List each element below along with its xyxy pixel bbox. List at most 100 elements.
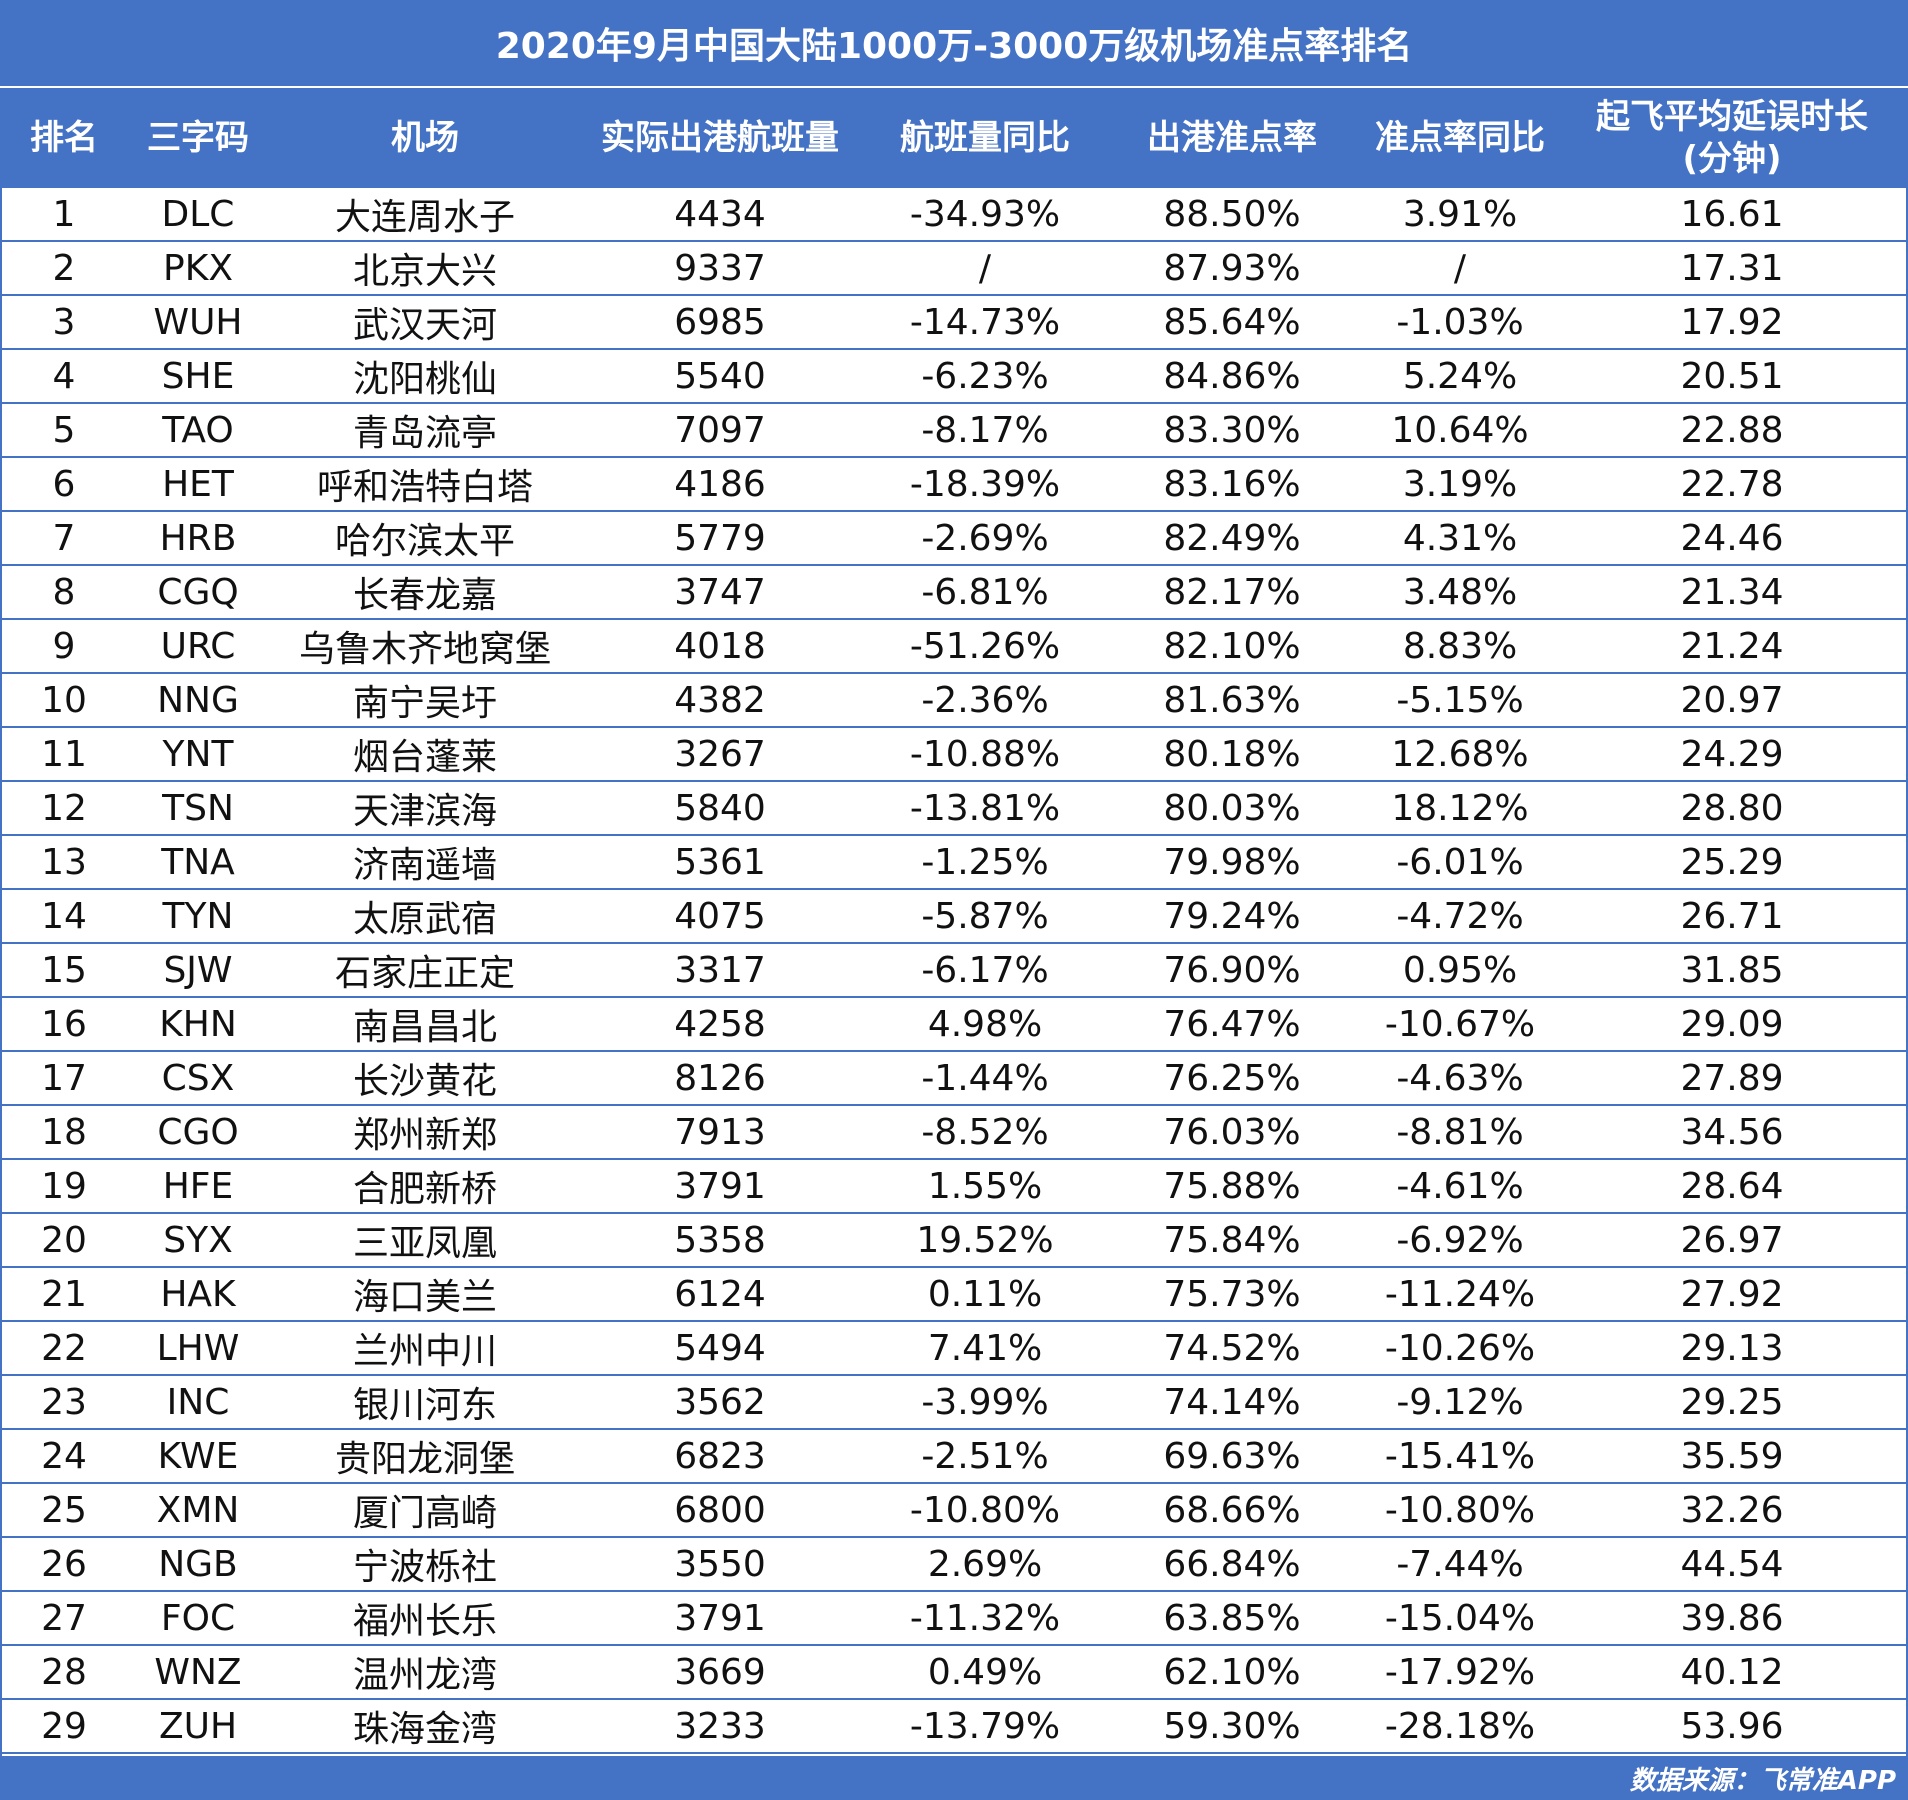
cell-avg-delay: 44.54 — [1680, 1543, 1784, 1585]
cell-avg-delay: 26.97 — [1680, 1219, 1784, 1261]
cell-airport: 长春龙嘉 — [352, 575, 497, 616]
cell-iata-code: WUH — [153, 301, 243, 343]
table-row: 14 TYN 太原武宿 4075 -5.87% 79.24% -4.72% 26.71 — [0, 890, 1908, 944]
table-row: 8 CGQ 长春龙嘉 3747 -6.81% 82.17% 3.48% 21.34 — [0, 566, 1908, 620]
cell-departures-yoy: -2.51% — [921, 1435, 1049, 1477]
table-row: 20 SYX 三亚凤凰 5358 19.52% 75.84% -6.92% 26.97 — [0, 1214, 1908, 1268]
cell-rank: 12 — [41, 787, 87, 829]
table-row: 4 SHE 沈阳桃仙 5540 -6.23% 84.86% 5.24% 20.51 — [0, 350, 1908, 404]
header-ontime-rate: 出港准点率 — [1147, 117, 1317, 158]
cell-airport: 福州长乐 — [352, 1601, 497, 1642]
cell-departures: 3317 — [674, 949, 766, 991]
cell-departures-yoy: -1.44% — [921, 1057, 1049, 1099]
cell-ontime-yoy: 4.31% — [1402, 517, 1518, 559]
cell-iata-code: CGQ — [157, 571, 239, 613]
cell-rank: 7 — [52, 517, 76, 559]
cell-avg-delay: 31.85 — [1680, 949, 1784, 991]
cell-iata-code: TSN — [162, 787, 234, 829]
table-row: 24 KWE 贵阳龙洞堡 6823 -2.51% 69.63% -15.41% 35.59 — [0, 1430, 1908, 1484]
cell-departures: 5840 — [674, 787, 766, 829]
table-row: 18 CGO 郑州新郑 7913 -8.52% 76.03% -8.81% 34.56 — [0, 1106, 1908, 1160]
cell-ontime-rate: 80.18% — [1163, 733, 1301, 775]
table-border-right — [1906, 88, 1908, 1756]
cell-avg-delay: 29.13 — [1680, 1327, 1784, 1369]
cell-departures-yoy: / — [978, 247, 992, 289]
cell-ontime-yoy: 10.64% — [1391, 409, 1529, 451]
cell-ontime-yoy: -6.92% — [1396, 1219, 1524, 1261]
cell-iata-code: SJW — [163, 949, 233, 991]
header-avg-delay-line2: (分钟) — [1682, 139, 1782, 179]
cell-airport: 乌鲁木齐地窝堡 — [298, 629, 551, 670]
cell-iata-code: NGB — [158, 1543, 238, 1585]
header-airport: 机场 — [391, 117, 459, 158]
cell-avg-delay: 35.59 — [1680, 1435, 1784, 1477]
cell-departures-yoy: 19.52% — [916, 1219, 1054, 1261]
cell-avg-delay: 22.78 — [1680, 463, 1784, 505]
table-row: 17 CSX 长沙黄花 8126 -1.44% 76.25% -4.63% 27.89 — [0, 1052, 1908, 1106]
cell-avg-delay: 24.46 — [1680, 517, 1784, 559]
cell-departures-yoy: -51.26% — [909, 625, 1061, 667]
cell-ontime-rate: 76.90% — [1163, 949, 1301, 991]
cell-rank: 19 — [41, 1165, 87, 1207]
cell-avg-delay: 22.88 — [1680, 409, 1784, 451]
cell-rank: 29 — [41, 1705, 87, 1747]
table-title: 2020年9月中国大陆1000万-3000万级机场准点率排名 — [0, 0, 1908, 88]
cell-rank: 20 — [41, 1219, 87, 1261]
cell-departures-yoy: -6.81% — [921, 571, 1049, 613]
cell-iata-code: TYN — [162, 895, 234, 937]
cell-iata-code: KWE — [157, 1435, 239, 1477]
cell-departures-yoy: 4.98% — [927, 1003, 1043, 1045]
cell-ontime-rate: 82.10% — [1163, 625, 1301, 667]
cell-ontime-yoy: 0.95% — [1402, 949, 1518, 991]
cell-iata-code: HET — [162, 463, 234, 505]
cell-iata-code: HFE — [162, 1165, 234, 1207]
cell-ontime-rate: 62.10% — [1163, 1651, 1301, 1693]
cell-airport: 兰州中川 — [352, 1331, 497, 1372]
cell-ontime-yoy: -7.44% — [1396, 1543, 1524, 1585]
table-row: 12 TSN 天津滨海 5840 -13.81% 80.03% 18.12% 28.80 — [0, 782, 1908, 836]
cell-ontime-yoy: -4.72% — [1396, 895, 1524, 937]
cell-ontime-yoy: -10.26% — [1384, 1327, 1536, 1369]
table-header-row: 排名 三字码 机场 实际出港航班量 航班量同比 出港准点率 准点率同比 起飞平均… — [0, 88, 1908, 188]
cell-avg-delay: 29.09 — [1680, 1003, 1784, 1045]
cell-rank: 22 — [41, 1327, 87, 1369]
cell-avg-delay: 17.31 — [1680, 247, 1784, 289]
cell-avg-delay: 21.24 — [1680, 625, 1784, 667]
cell-iata-code: FOC — [160, 1597, 236, 1639]
cell-airport: 海口美兰 — [352, 1277, 497, 1318]
cell-rank: 24 — [41, 1435, 87, 1477]
cell-departures: 3747 — [674, 571, 766, 613]
cell-ontime-rate: 82.17% — [1163, 571, 1301, 613]
cell-ontime-yoy: -9.12% — [1396, 1381, 1524, 1423]
cell-avg-delay: 32.26 — [1680, 1489, 1784, 1531]
cell-iata-code: LHW — [156, 1327, 240, 1369]
cell-departures: 5540 — [674, 355, 766, 397]
cell-departures: 4434 — [674, 193, 766, 235]
cell-airport: 大连周水子 — [334, 197, 515, 238]
table-row: 9 URC 乌鲁木齐地窝堡 4018 -51.26% 82.10% 8.83% 21.24 — [0, 620, 1908, 674]
cell-ontime-yoy: 5.24% — [1402, 355, 1518, 397]
cell-airport: 天津滨海 — [352, 791, 497, 832]
cell-airport: 珠海金湾 — [352, 1709, 497, 1750]
cell-iata-code: HAK — [160, 1273, 236, 1315]
table-row: 22 LHW 兰州中川 5494 7.41% 74.52% -10.26% 29.13 — [0, 1322, 1908, 1376]
cell-ontime-yoy: -5.15% — [1396, 679, 1524, 721]
cell-ontime-yoy: 18.12% — [1391, 787, 1529, 829]
header-avg-delay: 起飞平均延误时长 (分钟) — [1567, 88, 1897, 188]
cell-departures-yoy: -18.39% — [909, 463, 1061, 505]
header-ontime-yoy: 准点率同比 — [1375, 117, 1545, 158]
cell-departures-yoy: 2.69% — [927, 1543, 1043, 1585]
table-row: 28 WNZ 温州龙湾 3669 0.49% 62.10% -17.92% 40.12 — [0, 1646, 1908, 1700]
table-row: 2 PKX 北京大兴 9337 / 87.93% / 17.31 — [0, 242, 1908, 296]
cell-airport: 哈尔滨太平 — [334, 521, 515, 562]
cell-airport: 银川河东 — [352, 1385, 497, 1426]
cell-ontime-yoy: 3.19% — [1402, 463, 1518, 505]
cell-airport: 温州龙湾 — [352, 1655, 497, 1696]
cell-ontime-rate: 74.14% — [1163, 1381, 1301, 1423]
cell-ontime-rate: 81.63% — [1163, 679, 1301, 721]
cell-ontime-rate: 80.03% — [1163, 787, 1301, 829]
cell-ontime-rate: 59.30% — [1163, 1705, 1301, 1747]
cell-rank: 1 — [52, 193, 76, 235]
cell-rank: 25 — [41, 1489, 87, 1531]
cell-airport: 济南遥墙 — [352, 845, 497, 886]
